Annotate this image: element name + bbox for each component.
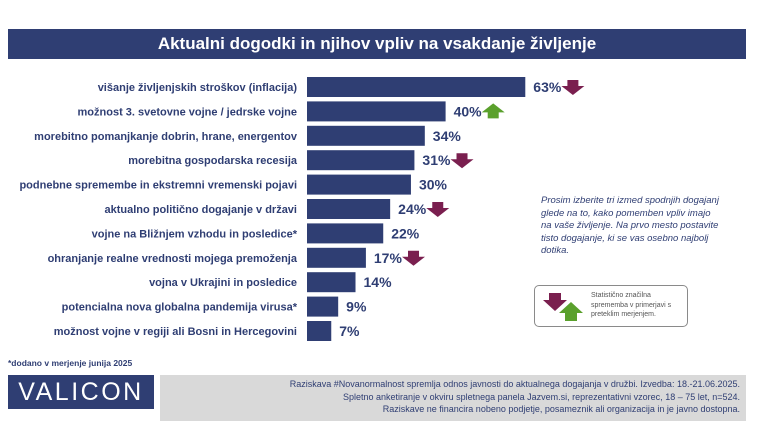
- bar: [307, 272, 356, 293]
- category-label: morebitna gospodarska recesija: [128, 155, 298, 167]
- bar: [307, 223, 384, 244]
- legend-text: Statistično značilna sprememba v primerj…: [591, 292, 672, 318]
- bar: [307, 125, 425, 146]
- value-label: 14%: [364, 274, 393, 290]
- footer-line-2: Spletno anketiranje v okviru spletnega p…: [343, 391, 740, 402]
- footer-line-3: Raziskave ne financira nobeno podjetje, …: [382, 404, 740, 415]
- value-label: 24%: [398, 201, 427, 217]
- bar: [307, 296, 339, 317]
- category-label: vojne na Bližnjem vzhodu in posledice*: [92, 228, 298, 240]
- category-label: možnost vojne v regiji ali Bosni in Herc…: [54, 326, 297, 338]
- up-arrow-icon: [559, 302, 583, 321]
- category-label: aktualno politično dogajanje v državi: [104, 204, 297, 216]
- question-note: Prosim izberite tri izmed spodnjih dogaj…: [541, 195, 719, 256]
- up-arrow-icon: [481, 103, 505, 119]
- down-arrow-icon: [561, 80, 585, 95]
- valicon-logo: VALICON: [8, 375, 154, 409]
- category-label: ohranjanje realne vrednosti mojega premo…: [48, 253, 298, 265]
- bar: [307, 150, 415, 171]
- bar: [307, 101, 446, 122]
- bar: [307, 247, 366, 268]
- value-label: 30%: [419, 177, 448, 193]
- down-arrow-icon: [543, 293, 567, 311]
- footnote: *dodano v merjenje junija 2025: [8, 358, 133, 368]
- category-label: višanje življenjskih stroškov (inflacija…: [98, 82, 298, 94]
- category-label: morebitno pomanjkanje dobrin, hrane, ene…: [34, 131, 298, 143]
- bar: [307, 174, 411, 195]
- change-arrows-icon: [543, 293, 583, 321]
- down-arrow-icon: [426, 202, 450, 217]
- category-label: podnebne spremembe in ekstremni vremensk…: [19, 180, 297, 192]
- value-label: 17%: [374, 250, 403, 266]
- down-arrow-icon: [450, 153, 474, 169]
- value-label: 63%: [533, 79, 562, 95]
- footer-line-1: Raziskava #Novanormalnost spremlja odnos…: [289, 379, 740, 389]
- bar: [307, 77, 526, 97]
- value-label: 22%: [391, 225, 420, 241]
- category-label: potencialna nova globalna pandemija viru…: [62, 302, 298, 314]
- legend: Statistično značilna sprememba v primerj…: [534, 285, 688, 327]
- bar: [307, 199, 391, 219]
- value-label: 31%: [422, 152, 451, 168]
- value-label: 9%: [346, 299, 367, 315]
- footer-info: Raziskava #Novanormalnost spremlja odnos…: [160, 375, 746, 421]
- bar: [307, 321, 332, 341]
- category-label: vojna v Ukrajini in posledice: [149, 277, 297, 289]
- down-arrow-icon: [402, 250, 426, 266]
- chart-title: Aktualni dogodki in njihov vpliv na vsak…: [8, 29, 746, 59]
- value-label: 34%: [433, 128, 462, 144]
- value-label: 40%: [454, 103, 483, 119]
- category-label: možnost 3. svetovne vojne / jedrske vojn…: [78, 106, 297, 118]
- value-label: 7%: [339, 323, 360, 339]
